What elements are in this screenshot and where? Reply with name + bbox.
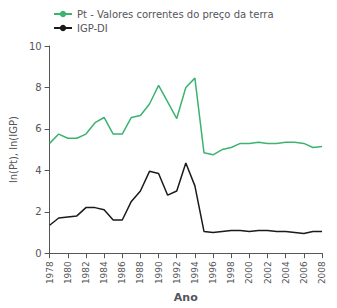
svg-text:2004: 2004 — [281, 261, 291, 284]
svg-text:ln(Pt), ln(IGP): ln(Pt), ln(IGP) — [8, 116, 19, 183]
svg-text:8: 8 — [35, 82, 41, 93]
svg-text:2006: 2006 — [299, 261, 309, 284]
svg-text:1980: 1980 — [63, 261, 73, 284]
svg-text:2002: 2002 — [263, 261, 273, 284]
svg-text:10: 10 — [29, 41, 42, 52]
svg-text:4: 4 — [35, 165, 41, 176]
svg-text:1994: 1994 — [190, 261, 200, 284]
svg-text:IGP-DI: IGP-DI — [77, 23, 108, 34]
svg-text:1998: 1998 — [226, 261, 236, 284]
svg-text:0: 0 — [35, 248, 41, 259]
svg-text:1978: 1978 — [45, 261, 55, 284]
svg-text:2000: 2000 — [244, 261, 254, 284]
svg-text:1988: 1988 — [135, 261, 145, 284]
svg-text:1990: 1990 — [154, 261, 164, 284]
svg-text:Ano: Ano — [174, 291, 198, 304]
svg-text:2008: 2008 — [317, 261, 327, 284]
svg-text:1996: 1996 — [208, 261, 218, 284]
svg-text:1984: 1984 — [99, 261, 109, 284]
svg-text:2: 2 — [35, 206, 41, 217]
svg-text:Pt - Valores correntes do preç: Pt - Valores correntes do preço da terra — [77, 9, 274, 20]
svg-text:6: 6 — [35, 123, 41, 134]
svg-text:1986: 1986 — [117, 261, 127, 284]
svg-text:1982: 1982 — [81, 261, 91, 284]
svg-text:1992: 1992 — [172, 261, 182, 284]
